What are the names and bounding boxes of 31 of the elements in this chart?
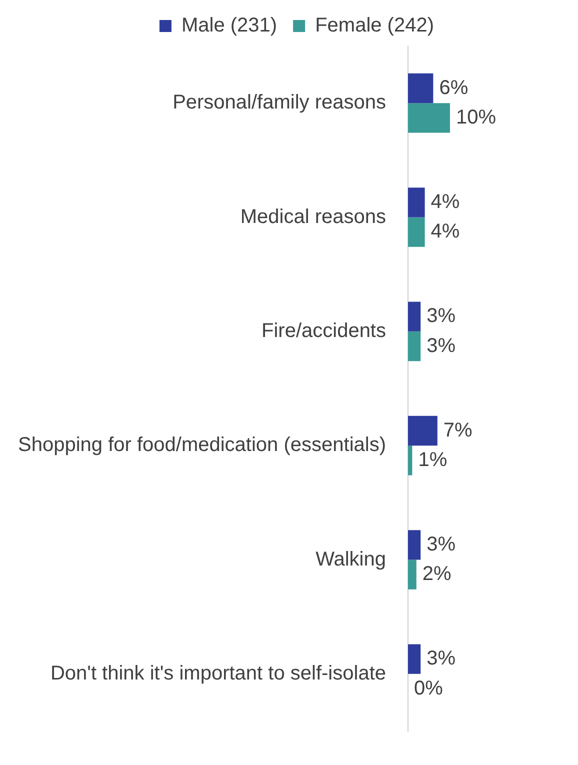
y-tick-label: Medical reasons [240, 206, 386, 228]
data-label: 3% [426, 533, 456, 556]
data-label: 3% [426, 305, 456, 328]
y-tick-label: Walking [316, 548, 386, 570]
y-tick-label: Personal/family reasons [172, 92, 386, 114]
data-label: 1% [418, 448, 448, 471]
y-tick-label: Shopping for food/medication (essentials) [18, 434, 386, 456]
bar [408, 560, 416, 590]
data-label: 3% [426, 334, 456, 357]
bar [408, 73, 434, 104]
data-label: 3% [426, 648, 456, 670]
bar [408, 302, 421, 332]
data-label: 7% [443, 419, 473, 442]
y-tick-label: Fire/accidents [262, 320, 386, 342]
data-label: 0% [414, 677, 444, 700]
legend-label: Male (231) [181, 14, 278, 37]
bar [408, 331, 421, 362]
data-label: 2% [422, 563, 452, 586]
y-tick-label: Don't think it's important to self-isolate [50, 662, 386, 684]
data-label: 4% [430, 190, 460, 213]
legend-label: Female (242) [315, 14, 434, 37]
data-label: 10% [456, 106, 496, 128]
bar [408, 103, 450, 133]
bar [408, 416, 438, 446]
data-label: 6% [439, 76, 468, 99]
bar [408, 644, 421, 674]
bar [408, 530, 421, 560]
bar [408, 217, 425, 247]
bar [408, 188, 425, 218]
data-label: 4% [430, 220, 460, 243]
bar [408, 446, 412, 476]
